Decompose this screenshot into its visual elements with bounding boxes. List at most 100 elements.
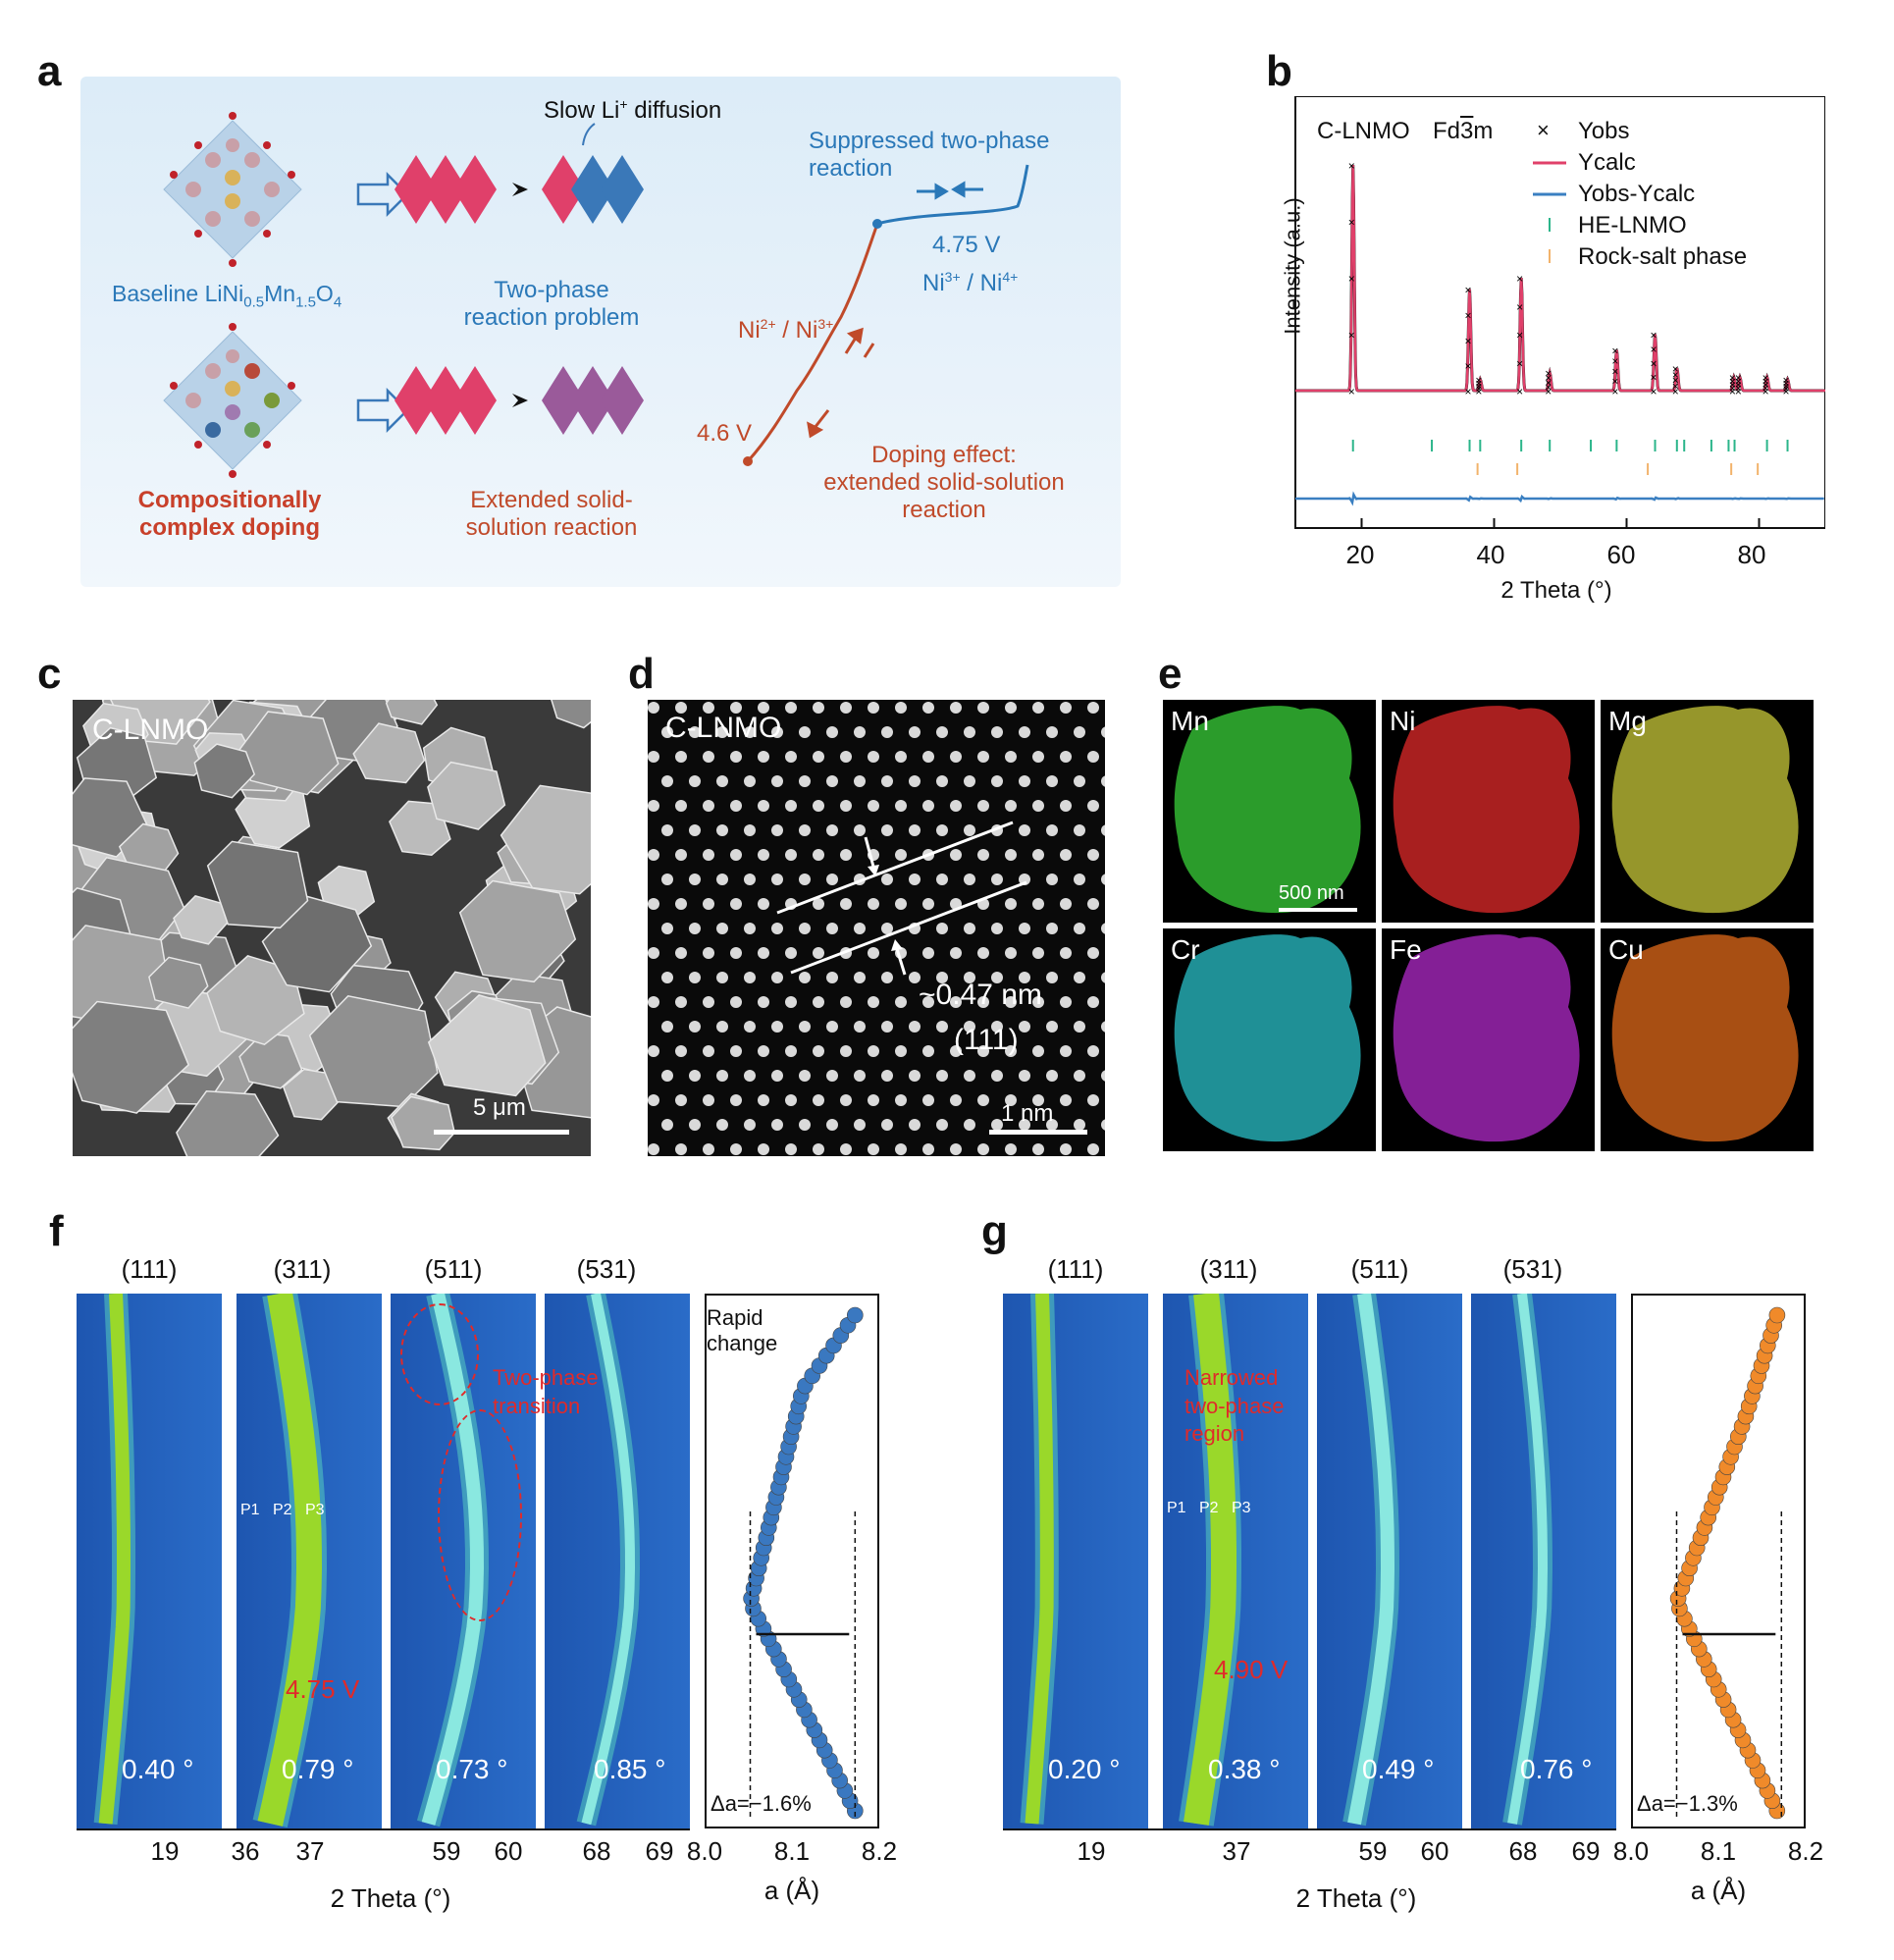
atom-column — [868, 751, 879, 763]
atom-column — [1060, 947, 1072, 959]
atom-column — [868, 1094, 879, 1106]
atom-column — [950, 947, 962, 959]
atom-column — [813, 996, 824, 1008]
peak-trace — [1507, 1294, 1549, 1825]
v46-label: 4.6 V — [697, 420, 753, 447]
atom-column — [909, 1021, 921, 1033]
sem-image: C-LNMO 5 μm — [73, 700, 591, 1156]
atom-column — [840, 898, 852, 910]
x-tick-label: 8.1 — [773, 1836, 811, 1866]
atom-column — [785, 800, 797, 812]
crystal-particle — [206, 840, 309, 929]
ni34-label: Ni3+ / Ni4+ — [922, 269, 1019, 296]
atom-column — [991, 726, 1003, 738]
atom-column — [730, 947, 742, 959]
phase-annotation: Narrowed two-phase region — [1184, 1364, 1285, 1449]
atom-column — [813, 800, 824, 812]
atom-column — [799, 1070, 811, 1082]
atom-column — [964, 726, 975, 738]
a-axis-label: a (Å) — [1690, 1876, 1747, 1905]
atom-column — [716, 1119, 728, 1131]
atom-column — [648, 996, 659, 1008]
atom-column — [854, 972, 866, 983]
atom-column — [1060, 1045, 1072, 1057]
atom-column — [1032, 947, 1044, 959]
atom-column — [661, 1119, 673, 1131]
atom-column — [991, 775, 1003, 787]
x-tick-label: 37 — [295, 1836, 325, 1866]
contour-strip: 0.49 ° — [1317, 1294, 1462, 1828]
crystal-baseline-icon — [163, 112, 302, 267]
atom-column — [936, 874, 948, 885]
atom-column — [703, 996, 714, 1008]
atom-column — [799, 972, 811, 983]
atom-column — [854, 726, 866, 738]
atom-column — [895, 702, 907, 714]
voltage-label: 4.90 V — [1214, 1655, 1289, 1684]
atom-column — [1074, 1021, 1085, 1033]
atom-column — [881, 824, 893, 836]
delta-a-label: Δa=−1.3% — [1637, 1791, 1738, 1816]
atom-column — [716, 923, 728, 934]
annotation-line: transition — [493, 1393, 581, 1418]
xrd-xtick-60: 60 — [1606, 540, 1636, 569]
atom-column — [716, 972, 728, 983]
x-tick-label: 8.0 — [1612, 1836, 1650, 1866]
atom-column — [826, 1119, 838, 1131]
atom-column — [1046, 1119, 1058, 1131]
crystal-particle — [391, 1095, 456, 1151]
atom-column — [854, 1021, 866, 1033]
crystal-particle — [238, 1032, 303, 1089]
xrd-yobs-line — [1295, 164, 1825, 393]
atom-column — [730, 800, 742, 812]
atom-column — [909, 972, 921, 983]
peak-trace — [1184, 1294, 1236, 1826]
atom-column — [1101, 923, 1105, 934]
atom-column — [703, 800, 714, 812]
atom-column — [675, 1143, 687, 1155]
eds-element-label: Mg — [1608, 706, 1647, 736]
phase-label: P3 — [305, 1502, 325, 1518]
atom-column — [730, 1045, 742, 1057]
atom-column — [964, 775, 975, 787]
atom-column — [1019, 923, 1030, 934]
atom-column — [1087, 1045, 1099, 1057]
atom-column — [813, 751, 824, 763]
atom-column — [1087, 800, 1099, 812]
atom-column — [1046, 824, 1058, 836]
atom-column — [909, 874, 921, 885]
atom-column — [895, 1045, 907, 1057]
yobs-marker: × — [1516, 329, 1523, 343]
atom-column — [758, 996, 769, 1008]
atom-column — [1019, 775, 1030, 787]
contour-strip: 0.76 ° — [1471, 1294, 1616, 1828]
atom-column — [1005, 751, 1017, 763]
x-tick-label: 60 — [494, 1836, 523, 1866]
particle-signal — [1611, 706, 1799, 914]
yobs-marker: × — [1475, 374, 1482, 388]
x-tick-label: 19 — [150, 1836, 180, 1866]
atom-column — [799, 775, 811, 787]
atom-column — [716, 1021, 728, 1033]
yobs-marker: × — [1762, 375, 1769, 389]
atom-column — [758, 1045, 769, 1057]
yobs-marker: × — [1783, 374, 1790, 388]
doping-effect-label: Doping effect: extended solid-solution rea… — [823, 442, 1065, 523]
atom-column — [840, 1143, 852, 1155]
atom-column — [758, 898, 769, 910]
eds-element-label: Mn — [1171, 706, 1209, 736]
crystal-particle — [73, 1000, 189, 1114]
atom-column — [826, 1070, 838, 1082]
yobs-marker: × — [1475, 376, 1482, 390]
atom-column — [950, 996, 962, 1008]
annotation-line: Narrowed — [1184, 1365, 1279, 1390]
yobs-marker: × — [1783, 382, 1790, 396]
atom-column — [648, 849, 659, 861]
peak-trace — [581, 1294, 636, 1826]
annotation-line: Two-phase — [493, 1365, 599, 1390]
atom-column — [648, 947, 659, 959]
voltage-curve-red — [746, 223, 879, 463]
arrow-right-icon — [356, 171, 409, 434]
atom-column — [1046, 972, 1058, 983]
yobs-marker: × — [1783, 376, 1790, 390]
